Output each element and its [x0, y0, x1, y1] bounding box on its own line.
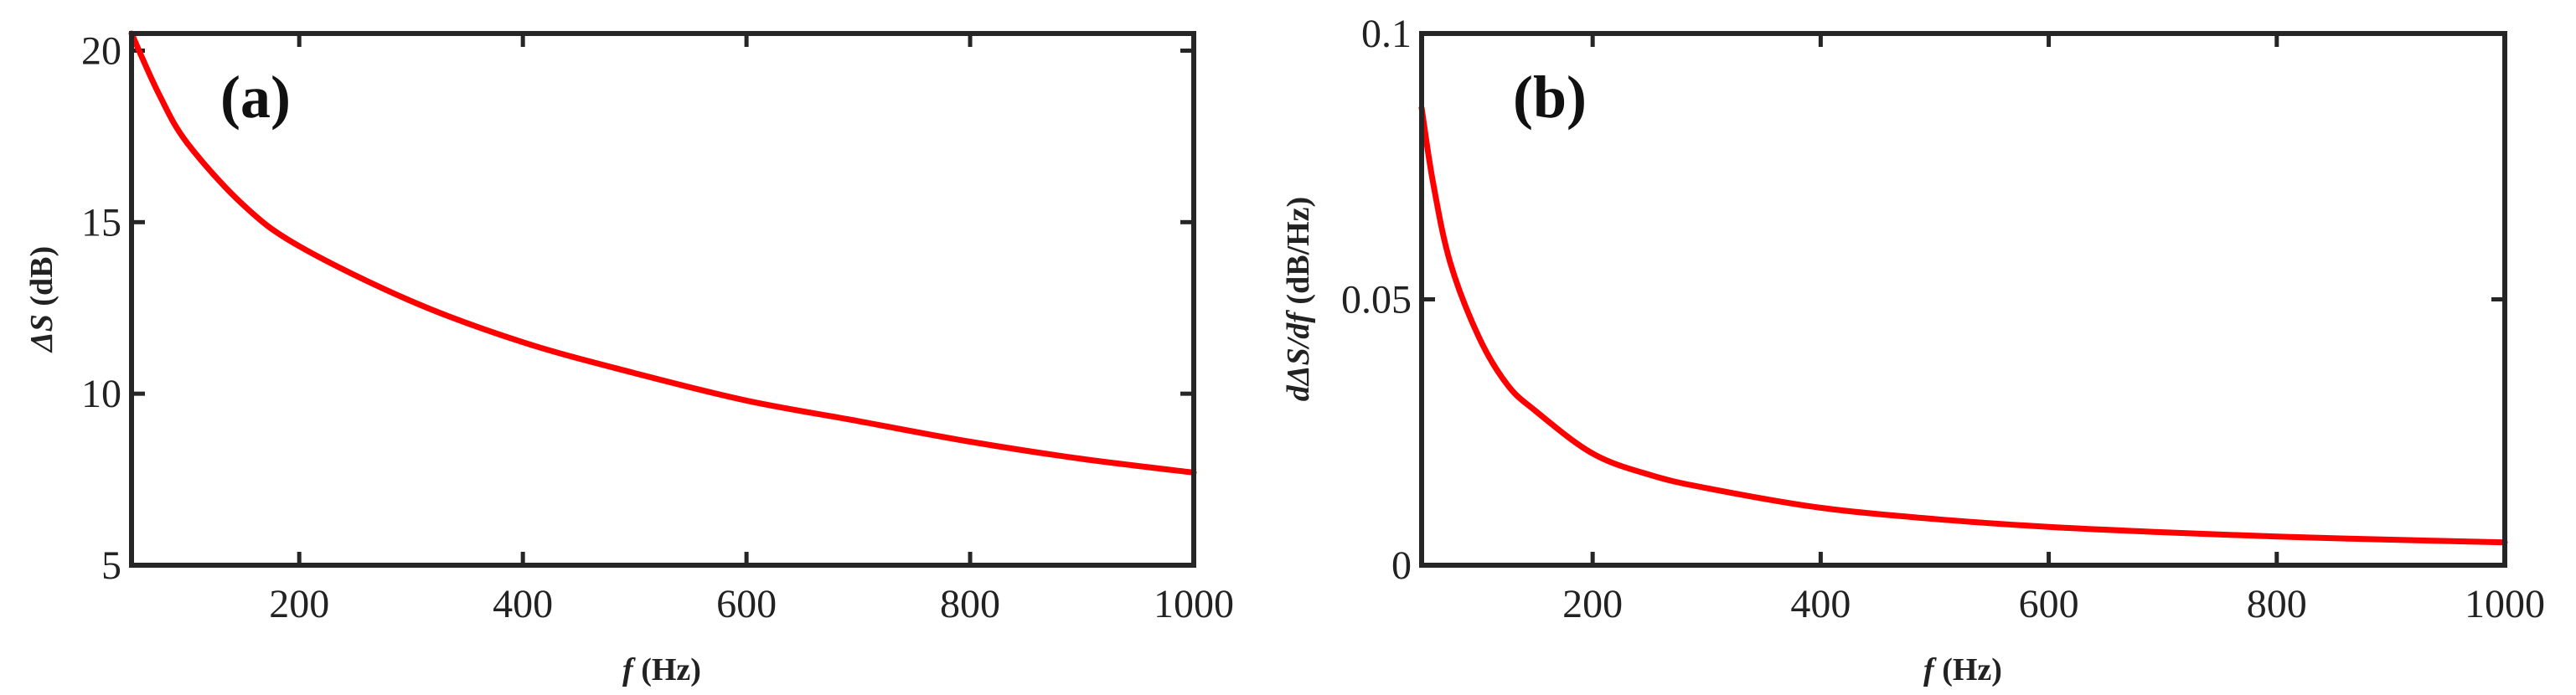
y-tick-label: 10	[81, 372, 121, 416]
x-tick-label: 1000	[2465, 582, 2545, 626]
panel-b-frame	[1419, 31, 2507, 568]
panel-b-label: (b)	[1513, 64, 1587, 131]
x-tick-label: 800	[940, 582, 1000, 626]
panel-b-x-tick-labels: 200 400 600 800 1000	[1562, 582, 2545, 626]
panel-b: 200 400 600 800 1000 0 0.05 0.1 (b) f (Hz) dΔS…	[1281, 12, 2545, 687]
y-tick-label: 15	[81, 200, 121, 245]
panel-a-ticks	[132, 33, 1196, 568]
y-tick-label: 20	[81, 28, 121, 73]
panel-b-x-axis-label: f (Hz)	[1923, 652, 2002, 687]
y-tick-label: 5	[101, 543, 121, 588]
x-tick-label: 200	[269, 582, 329, 626]
y-tick-label: 0	[1391, 543, 1412, 588]
y-tick-label: 0.05	[1341, 278, 1412, 322]
x-tick-label: 200	[1562, 582, 1623, 626]
x-tick-label: 400	[493, 582, 553, 626]
x-tick-label: 800	[2247, 582, 2307, 626]
panel-a-y-axis-label: ΔS (dB)	[24, 246, 59, 353]
panel-a-y-tick-labels: 5 10 15 20	[81, 28, 121, 588]
panel-a-label: (a)	[220, 64, 291, 131]
panel-b-y-tick-labels: 0 0.05 0.1	[1341, 12, 1412, 588]
panel-b-y-axis-label: dΔS/df (dB/Hz)	[1281, 197, 1316, 401]
x-tick-label: 400	[1790, 582, 1851, 626]
panel-a-x-axis-label: f (Hz)	[622, 652, 701, 687]
panel-a-series-line	[128, 30, 1197, 476]
x-tick-label: 1000	[1154, 582, 1234, 626]
x-tick-label: 600	[716, 582, 777, 626]
x-tick-label: 600	[2019, 582, 2079, 626]
panel-a: 200 400 600 800 1000 5 10 15 20 (a) f (Hz) ΔS (…	[24, 28, 1234, 687]
panel-b-series-line	[1418, 105, 2508, 546]
y-tick-label: 0.1	[1361, 12, 1412, 56]
panel-a-x-tick-labels: 200 400 600 800 1000	[269, 582, 1234, 626]
panel-a-frame	[129, 31, 1196, 568]
